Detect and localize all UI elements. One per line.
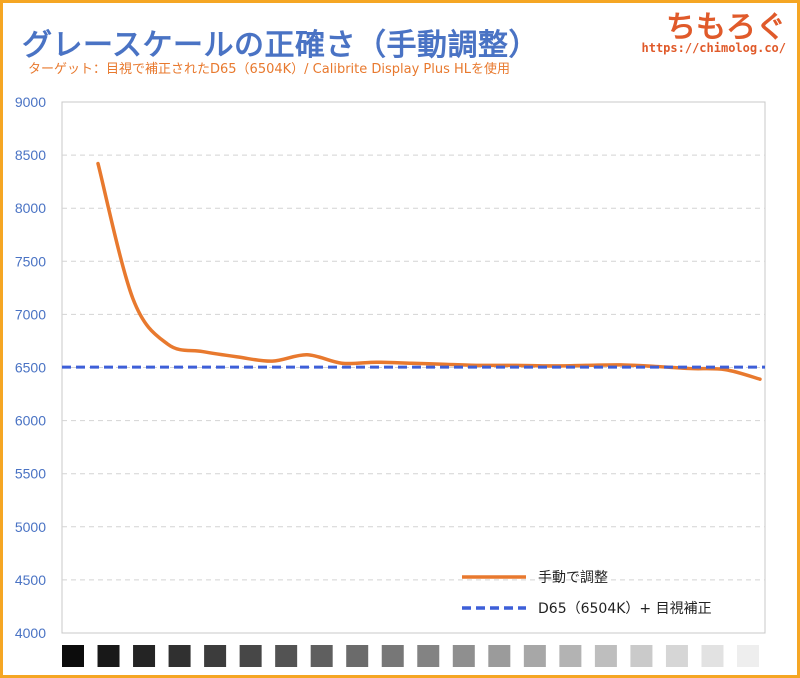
- series-measured-line: [96, 161, 762, 381]
- y-tick-label: 9000: [15, 94, 46, 110]
- swatch-10: [97, 645, 120, 667]
- y-tick-label: 4500: [15, 572, 46, 588]
- swatch-30: [239, 645, 262, 667]
- swatch-40: [310, 645, 333, 667]
- y-tick-label: 6500: [15, 360, 46, 376]
- swatch-65: [488, 645, 511, 667]
- legend-label: 手動で調整: [538, 570, 608, 586]
- y-tick-label: 7500: [15, 253, 46, 269]
- swatch-45: [346, 645, 369, 667]
- swatch-70: [523, 645, 546, 667]
- swatch-90: [665, 645, 688, 667]
- swatch-25: [204, 645, 227, 667]
- swatch-5: [62, 645, 84, 667]
- y-tick-label: 6000: [15, 413, 46, 429]
- chart-subtitle: ターゲット：目視で補正されたD65（6504K）/ Calibrite Disp…: [28, 62, 511, 77]
- y-tick-label: 8000: [15, 200, 46, 216]
- swatch-55: [417, 645, 440, 667]
- y-tick-label: 5000: [15, 519, 46, 535]
- swatch-15: [133, 645, 156, 667]
- legend-label: D65（6504K）+ 目視補正: [538, 601, 712, 617]
- swatch-80: [594, 645, 617, 667]
- y-axis: 4000 4500 5000 5500 6000 6500 7000 7500 8000 8500…: [15, 94, 46, 641]
- swatch-50: [381, 645, 404, 667]
- y-tick-label: 7000: [15, 306, 46, 322]
- swatch-75: [559, 645, 582, 667]
- swatch-35: [275, 645, 298, 667]
- legend: 手動で調整 D65（6504K）+ 目視補正: [462, 570, 712, 617]
- swatch-95: [701, 645, 724, 667]
- swatch-60: [452, 645, 475, 667]
- chart-title: グレースケールの正確さ（手動調整）: [22, 28, 539, 63]
- swatch-100: [737, 645, 759, 667]
- y-tick-label: 5500: [15, 466, 46, 482]
- series-layer: [62, 161, 765, 381]
- grayscale-swatches: [62, 645, 759, 667]
- y-tick-label: 4000: [15, 625, 46, 641]
- site-url: https://chimolog.co/: [641, 41, 787, 55]
- swatch-85: [630, 645, 653, 667]
- swatch-20: [168, 645, 191, 667]
- y-tick-label: 8500: [15, 147, 46, 163]
- site-logo: ちもろぐ: [666, 10, 786, 45]
